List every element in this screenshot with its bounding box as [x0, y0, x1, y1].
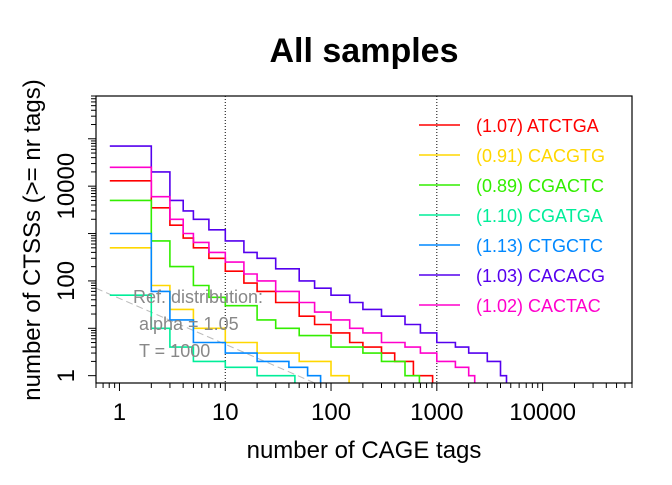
- y-tick-label-0: 1: [53, 369, 80, 382]
- y-tick-label-1: 100: [53, 261, 80, 301]
- y-axis-label: number of CTSSs (>= nr tags): [19, 79, 46, 400]
- reference-annotation-1: alpha = 1.05: [139, 314, 239, 334]
- legend-label-3: (1.10) CGATGA: [476, 206, 603, 226]
- reference-annotation-2: T = 1000: [139, 341, 210, 361]
- x-tick-label-3: 1000: [410, 399, 463, 426]
- reference-annotation-0: Ref. distribution:: [133, 287, 263, 307]
- y-tick-label-2: 10000: [53, 153, 80, 220]
- series-line-6: [109, 166, 476, 383]
- x-axis-label: number of CAGE tags: [247, 437, 482, 464]
- x-tick-label-1: 10: [212, 399, 239, 426]
- legend-label-6: (1.02) CACTAC: [476, 296, 601, 316]
- legend-label-1: (0.91) CACGTG: [476, 146, 605, 166]
- series-line-2: [109, 199, 421, 383]
- x-tick-label-0: 1: [113, 399, 126, 426]
- chart-title: All samples: [270, 32, 459, 70]
- x-tick-label-4: 10000: [509, 399, 576, 426]
- plot-border: [95, 95, 633, 384]
- legend-label-2: (0.89) CGACTC: [476, 176, 604, 196]
- series-line-4: [109, 232, 322, 383]
- x-tick-label-2: 100: [311, 399, 351, 426]
- plot-area: Ref. distribution: alpha = 1.05 T = 1000 (1…: [53, 95, 633, 426]
- reference-line: [96, 287, 315, 383]
- series-line-3: [109, 294, 296, 383]
- legend-label-4: (1.13) CTGCTC: [476, 236, 603, 256]
- legend-label-5: (1.03) CACACG: [476, 266, 605, 286]
- series-line-5: [109, 145, 508, 383]
- legend-label-0: (1.07) ATCTGA: [476, 116, 599, 136]
